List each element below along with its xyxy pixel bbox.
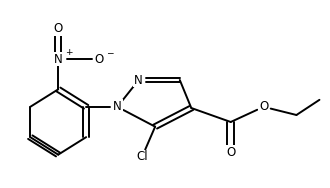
Text: O: O	[53, 22, 63, 35]
Text: N: N	[134, 74, 143, 86]
Text: Cl: Cl	[136, 150, 148, 164]
Text: +: +	[65, 48, 73, 57]
Text: O: O	[95, 52, 104, 65]
Text: N: N	[113, 100, 122, 113]
Text: O: O	[259, 100, 268, 113]
Text: −: −	[106, 48, 114, 57]
Text: O: O	[226, 146, 235, 159]
Text: N: N	[54, 52, 63, 65]
